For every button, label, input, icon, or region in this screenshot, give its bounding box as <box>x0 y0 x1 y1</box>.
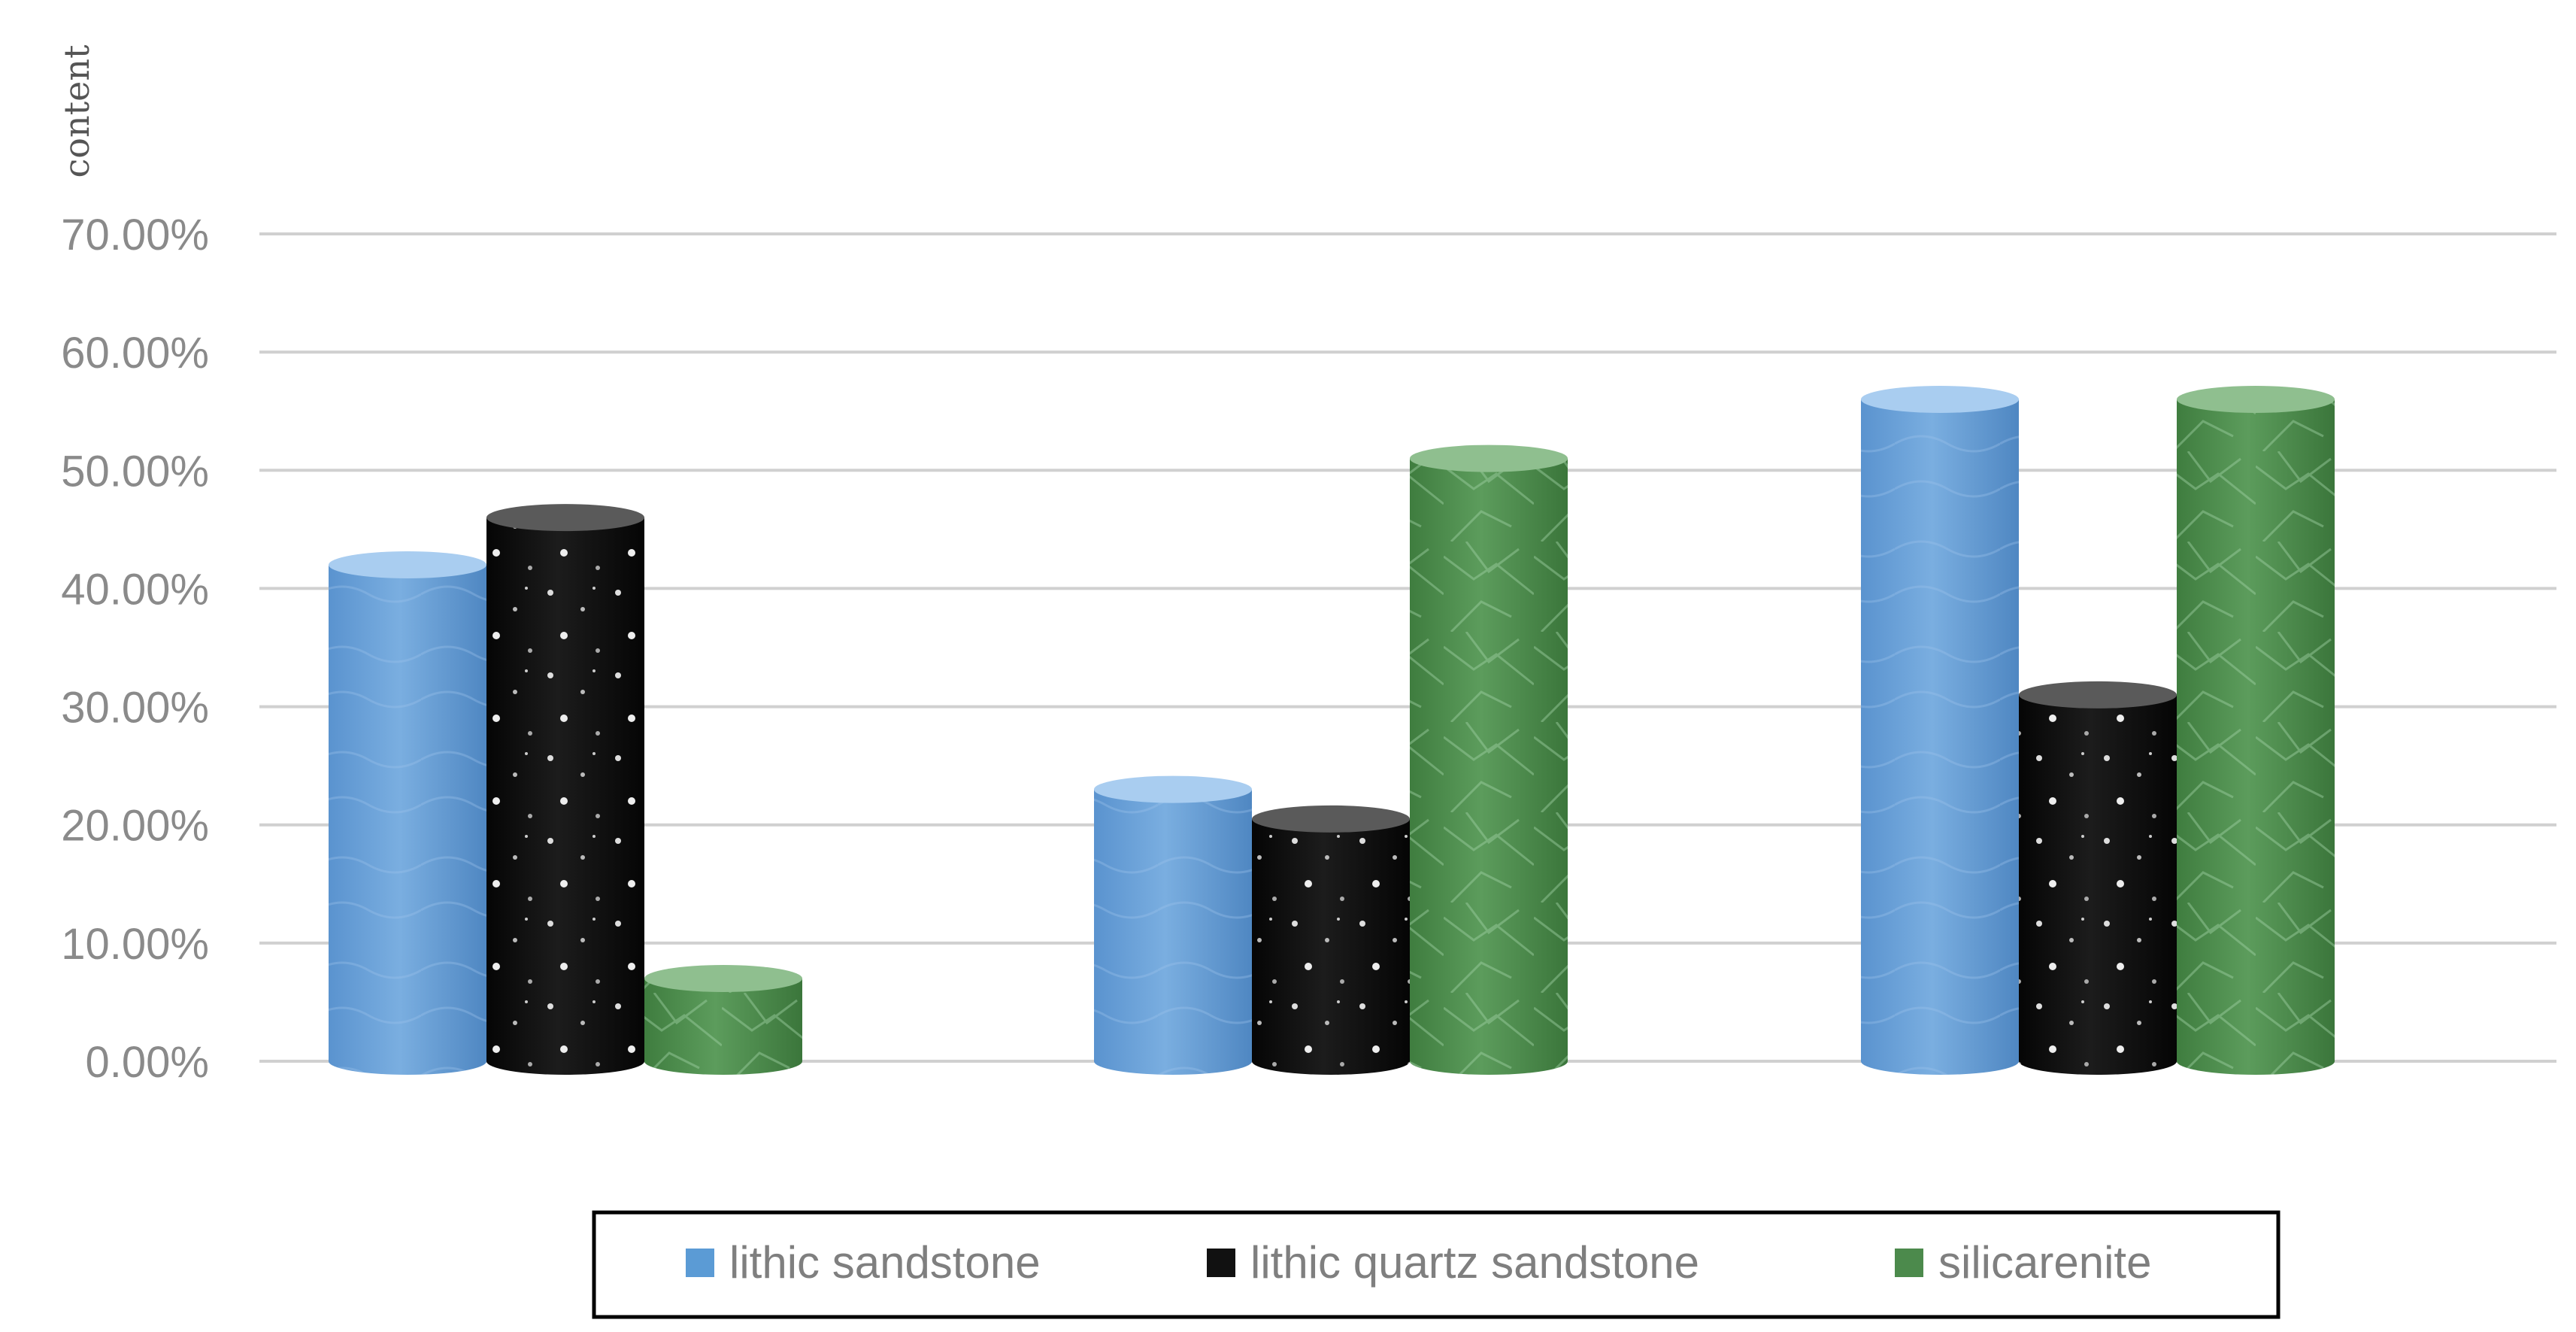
bar-silicarenite-3-texture <box>2177 399 2335 1075</box>
bar-lithic-sandstone-2-texture <box>1094 789 1252 1075</box>
bar-silicarenite-1 <box>644 965 802 1075</box>
legend-swatch-lithic-quartz-sandstone <box>1207 1249 1235 1277</box>
bar-silicarenite-1-texture <box>644 979 802 1075</box>
y-tick-label: 0.00% <box>86 1038 209 1087</box>
bar-lithic-sandstone-3 <box>1861 386 2019 1075</box>
bar-lithic-sandstone-3-top <box>1861 386 2019 413</box>
bar-lithic-sandstone-1-texture <box>329 565 486 1075</box>
legend-label-silicarenite: silicarenite <box>1938 1237 2151 1288</box>
bar-lithic-quartz-sandstone-3-top <box>2019 681 2177 708</box>
bar-lithic-quartz-sandstone-3 <box>2019 681 2177 1075</box>
y-tick-label: 60.00% <box>61 329 209 378</box>
bar-silicarenite-1-top <box>644 965 802 992</box>
legend-swatch-lithic-sandstone <box>686 1249 714 1277</box>
bar-silicarenite-2-top <box>1410 445 1568 472</box>
bar-silicarenite-2 <box>1410 445 1568 1075</box>
legend-label-lithic-quartz-sandstone: lithic quartz sandstone <box>1250 1237 1699 1288</box>
bar-silicarenite-3-top <box>2177 386 2335 413</box>
y-axis-ticks: 0.00% 10.00% 20.00% 30.00% 40.00% 50.00% 60.00… <box>61 211 209 1087</box>
bar-lithic-quartz-sandstone-1 <box>486 504 644 1075</box>
legend: lithic sandstone lithic quartz sandstone… <box>592 1210 2281 1319</box>
bar-silicarenite-3 <box>2177 386 2335 1075</box>
y-tick-label: 40.00% <box>61 565 209 614</box>
y-tick-label: 10.00% <box>61 920 209 969</box>
bar-lithic-sandstone-1-top <box>329 551 486 578</box>
y-tick-label: 70.00% <box>61 211 209 259</box>
y-tick-label: 50.00% <box>61 447 209 496</box>
bar-lithic-sandstone-3-texture <box>1861 399 2019 1075</box>
bar-lithic-sandstone-2 <box>1094 775 1252 1075</box>
y-tick-label: 20.00% <box>61 802 209 851</box>
bar-lithic-quartz-sandstone-1-top <box>486 504 644 532</box>
y-axis-label: content <box>56 44 97 177</box>
bar-lithic-sandstone-2-top <box>1094 775 1252 803</box>
y-tick-label: 30.00% <box>61 684 209 733</box>
bars <box>329 386 2335 1075</box>
bar-lithic-quartz-sandstone-2-top <box>1252 805 1410 833</box>
bar-silicarenite-2-texture <box>1410 458 1568 1075</box>
bar-lithic-quartz-sandstone-1-texture <box>486 517 644 1075</box>
bar-lithic-quartz-sandstone-3-texture <box>2019 694 2177 1075</box>
bar-lithic-quartz-sandstone-2 <box>1252 805 1410 1075</box>
bar-lithic-quartz-sandstone-2-texture <box>1252 818 1410 1075</box>
bar-lithic-sandstone-1 <box>329 551 486 1075</box>
legend-label-lithic-sandstone: lithic sandstone <box>729 1237 1041 1288</box>
legend-box <box>592 1210 2281 1319</box>
legend-swatch-silicarenite <box>1895 1249 1923 1277</box>
